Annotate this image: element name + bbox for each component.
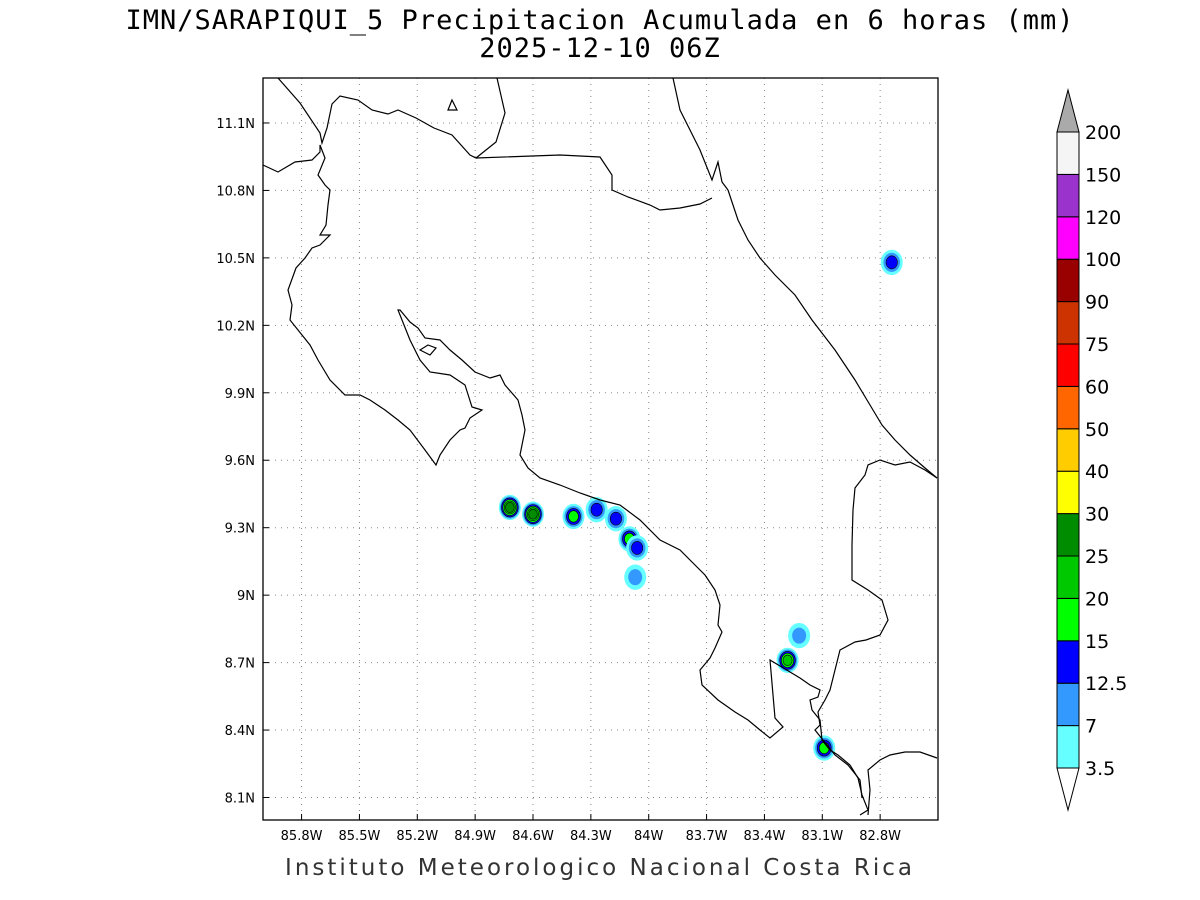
precip-cell [626, 535, 649, 561]
precip-cell [522, 501, 544, 527]
lat-tick-label: 9.9N [225, 387, 255, 402]
lon-tick-label: 82.8W [859, 829, 901, 844]
colorbar-swatch [1056, 173, 1080, 218]
precip-contour [782, 654, 793, 666]
colorbar-swatch [1056, 428, 1080, 472]
colorbar-label: 200 [1085, 122, 1121, 144]
colorbar-label: 20 [1085, 588, 1109, 610]
colorbar-swatch [1056, 301, 1080, 345]
precip-cell [776, 647, 799, 674]
lon-tick-label: 83.7W [686, 829, 728, 844]
lake-island [447, 98, 458, 111]
lon-tick-label: 83.4W [744, 829, 786, 844]
panama-border [814, 459, 938, 799]
colorbar-label: 7 [1085, 716, 1097, 738]
colorbar-label: 40 [1085, 461, 1109, 483]
colorbar-label: 120 [1085, 207, 1121, 229]
colorbar-over-arrow [1056, 88, 1080, 133]
precipitation-contours [498, 249, 903, 761]
lon-tick-label: 84.9W [454, 829, 496, 844]
lon-tick-label: 83.1W [801, 829, 843, 844]
colorbar-under-arrow [1056, 767, 1080, 812]
panama-coast [867, 751, 938, 816]
precip-cell [562, 503, 585, 530]
precip-contour [792, 627, 807, 644]
precip-contour [628, 569, 643, 586]
lake-nicaragua-shore [277, 78, 506, 159]
lat-tick-label: 8.4N [225, 724, 255, 739]
colorbar-swatch [1056, 640, 1080, 684]
colorbar-swatch [1056, 513, 1080, 557]
colorbar-swatch [1056, 258, 1080, 303]
map-title: IMN/SARAPIQUI_5 Precipitacion Acumulada … [125, 5, 1075, 36]
map-frame [262, 77, 939, 821]
precip-cell [813, 735, 836, 761]
precip-contour [885, 255, 898, 270]
lat-tick-label: 9.6N [225, 454, 255, 469]
precip-cell [788, 622, 811, 649]
colorbar-label: 25 [1085, 546, 1109, 568]
precip-cell [880, 249, 903, 276]
precip-cell [498, 494, 521, 521]
precip-contour [568, 510, 579, 523]
lat-tick-label: 10.8N [216, 184, 255, 199]
graticule-grid [263, 78, 938, 820]
colorbar-swatch [1056, 470, 1080, 515]
colorbar-label: 90 [1085, 292, 1109, 314]
precip-contour [609, 511, 622, 526]
lon-tick-label: 84.6W [512, 829, 554, 844]
precip-contour [631, 541, 644, 555]
colorbar-label: 50 [1085, 419, 1109, 441]
nicaragua-border [475, 154, 713, 211]
coastline-borders [263, 78, 938, 816]
lat-tick-label: 11.1N [216, 117, 255, 132]
footer-credit: Instituto Meteorologico Nacional Costa R… [285, 855, 915, 881]
lon-tick-label: 84W [634, 829, 664, 844]
colorbar-swatch [1056, 682, 1080, 727]
colorbar-label: 30 [1085, 504, 1109, 526]
colorbar-label: 100 [1085, 249, 1121, 271]
caribbean-coast [727, 189, 938, 479]
precip-cell [604, 506, 627, 532]
colorbar-label: 75 [1085, 334, 1109, 356]
gulf-nicoya-island [418, 344, 438, 356]
precip-contour [590, 502, 603, 517]
colorbar-swatch [1056, 131, 1080, 175]
colorbar-swatch [1056, 216, 1080, 260]
lat-tick-label: 9N [237, 589, 255, 604]
axis-ticks: 85.8W 85.5W 85.2W 84.9W 84.6W 84.3W 84W 83.7W 83… [216, 117, 901, 844]
precip-contour [528, 508, 538, 520]
lat-tick-label: 10.5N [216, 252, 255, 267]
map-datetime: 2025-12-10 06Z [479, 33, 721, 64]
nicaragua-caribbean-coast [672, 78, 729, 191]
colorbar-label: 15 [1085, 631, 1109, 653]
colorbar-label: 60 [1085, 376, 1109, 398]
lat-tick-label: 8.1N [225, 792, 255, 807]
colorbar-swatch [1056, 555, 1080, 599]
lon-tick-label: 85.5W [339, 829, 381, 844]
colorbar-swatch [1056, 597, 1080, 642]
colorbar-label: 3.5 [1085, 758, 1115, 780]
pacific-coast-north [263, 144, 869, 816]
lon-tick-label: 84.3W [570, 829, 612, 844]
colorbar-label: 12.5 [1085, 673, 1127, 695]
colorbar-swatch [1056, 385, 1080, 430]
color-legend: 3.5 7 12.5 15 20 25 30 40 50 60 75 90 100 120 150 200 [1056, 88, 1127, 812]
lat-tick-label: 10.2N [216, 319, 255, 334]
lon-tick-label: 85.2W [396, 829, 438, 844]
lat-tick-label: 8.7N [225, 657, 255, 672]
colorbar-swatch [1056, 343, 1080, 387]
lon-tick-label: 85.8W [281, 829, 323, 844]
precip-cell [624, 564, 647, 590]
precip-contour [505, 502, 515, 513]
precip-cell [585, 497, 608, 523]
lat-tick-label: 9.3N [225, 522, 255, 537]
colorbar-label: 150 [1085, 164, 1121, 186]
colorbar-swatch [1056, 725, 1080, 769]
